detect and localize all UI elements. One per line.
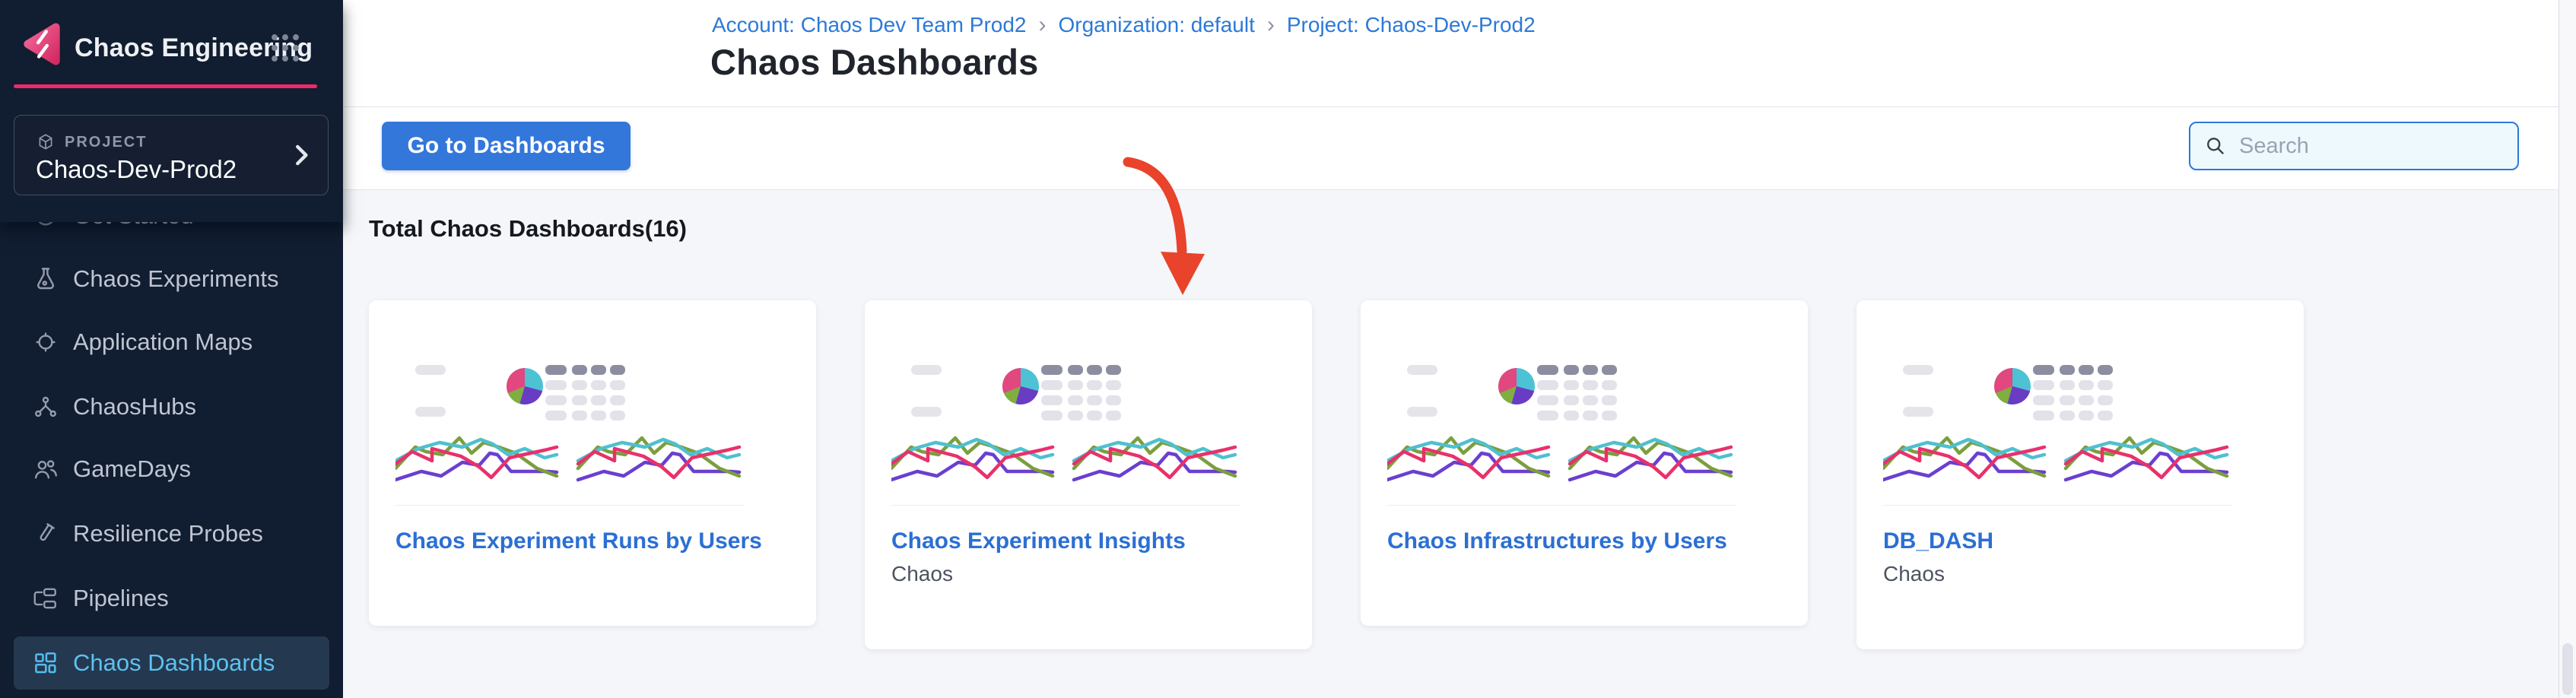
sidebar-item-label: Chaos Experiments <box>73 265 279 292</box>
dashboard-card-title[interactable]: Chaos Infrastructures by Users <box>1387 528 1727 554</box>
sidebar-item-label: ChaosHubs <box>73 393 196 420</box>
thumb-pill <box>1903 365 1933 375</box>
sidebar-nav: Get StartedChaos ExperimentsApplication … <box>0 0 343 698</box>
hub-icon <box>32 393 59 420</box>
sidebar-item-label: Application Maps <box>73 328 253 355</box>
breadcrumb-separator-icon: › <box>1266 12 1275 37</box>
scrollbar-thumb[interactable] <box>2562 643 2573 695</box>
search-input[interactable] <box>2239 133 2526 159</box>
sidebar-item-application-maps[interactable]: Application Maps <box>0 316 343 369</box>
users-icon <box>32 455 59 483</box>
dashboard-cards-row: Chaos Experiment Runs by Users <box>369 300 2304 649</box>
breadcrumb-link-0[interactable]: Account: Chaos Dev Team Prod2 <box>712 13 1027 36</box>
thumb-pill <box>1903 407 1933 417</box>
brand-accent-divider <box>14 84 317 88</box>
search-box[interactable] <box>2189 122 2526 170</box>
pie-chart-icon <box>507 368 543 405</box>
dashboard-thumbnail <box>891 346 1237 487</box>
cube-icon <box>39 134 52 150</box>
line-chart-icon <box>395 436 742 482</box>
dashboard-card-1[interactable]: Chaos Experiment Insights Chaos <box>865 300 1312 649</box>
go-to-dashboards-button[interactable]: Go to Dashboards <box>382 122 631 170</box>
page-header: Account: Chaos Dev Team Prod2 › Organizati… <box>343 0 2559 107</box>
dashboard-card-title[interactable]: Chaos Experiment Insights <box>891 528 1186 554</box>
card-divider <box>1387 505 1736 506</box>
pie-chart-icon <box>1498 368 1535 405</box>
line-chart-icon <box>891 436 1237 482</box>
pipeline-icon <box>32 585 59 612</box>
dashboard-card-3[interactable]: DB_DASH Chaos <box>1857 300 2304 649</box>
dashboard-thumbnail <box>395 346 742 487</box>
breadcrumb-link-2[interactable]: Project: Chaos-Dev-Prod2 <box>1286 13 1536 36</box>
thumb-pill <box>415 407 446 417</box>
thumb-pill <box>415 365 446 375</box>
page-title: Chaos Dashboards <box>710 42 1039 82</box>
card-divider <box>891 505 1240 506</box>
sidebar-item-resilience-probes[interactable]: Resilience Probes <box>0 507 343 560</box>
project-name: Chaos-Dev-Prod2 <box>36 155 237 183</box>
app-switcher-icon[interactable] <box>269 32 301 64</box>
dashboard-card-subtitle: Chaos <box>891 562 953 585</box>
dashboard-thumbnail <box>1387 346 1733 487</box>
sidebar-item-label: GameDays <box>73 455 192 482</box>
thumb-pill <box>1407 407 1437 417</box>
line-chart-icon <box>1387 436 1733 482</box>
breadcrumb: Account: Chaos Dev Team Prod2 › Organizati… <box>712 12 1536 38</box>
search-icon <box>2207 138 2224 154</box>
pie-chart-icon <box>1002 368 1039 405</box>
sidebar-item-gamedays[interactable]: GameDays <box>0 443 343 496</box>
sidebar-item-chaos-dashboards[interactable]: Chaos Dashboards <box>14 636 329 690</box>
sidebar: Get StartedChaos ExperimentsApplication … <box>0 0 343 698</box>
card-divider <box>1883 505 2231 506</box>
sidebar-item-label: Pipelines <box>73 585 169 611</box>
project-label: PROJECT <box>65 133 148 151</box>
harness-chaos-logo-icon <box>24 23 60 65</box>
sidebar-item-label: Chaos Dashboards <box>73 649 275 676</box>
breadcrumb-link-1[interactable]: Organization: default <box>1058 13 1255 36</box>
sidebar-item-chaoshubs[interactable]: ChaosHubs <box>0 380 343 433</box>
card-divider <box>395 505 744 506</box>
sidebar-item-label: Resilience Probes <box>73 520 263 547</box>
thumb-pill <box>911 365 942 375</box>
project-selector[interactable]: PROJECT Chaos-Dev-Prod2 <box>14 115 329 195</box>
vertical-scrollbar[interactable] <box>2559 0 2576 698</box>
chevron-right-icon <box>296 144 308 166</box>
pie-chart-icon <box>1994 368 2031 405</box>
sidebar-item-pipelines[interactable]: Pipelines <box>0 572 343 625</box>
sidebar-header: Chaos Engineering PROJECT <box>0 0 343 222</box>
dashboard-card-subtitle: Chaos <box>1883 562 1945 585</box>
flask-icon <box>32 265 59 293</box>
total-dashboards-heading: Total Chaos Dashboards(16) <box>369 215 688 242</box>
probe-icon <box>32 520 59 547</box>
sidebar-item-chaos-experiments[interactable]: Chaos Experiments <box>0 252 343 306</box>
dashboard-card-title[interactable]: DB_DASH <box>1883 528 1994 554</box>
target-icon <box>32 328 59 356</box>
dashboard-thumbnail <box>1883 346 2229 487</box>
dashboard-card-2[interactable]: Chaos Infrastructures by Users <box>1361 300 1808 626</box>
toolbar: Go to Dashboards <box>343 107 2559 190</box>
dashboard-card-0[interactable]: Chaos Experiment Runs by Users <box>369 300 816 626</box>
dashboard-card-title[interactable]: Chaos Experiment Runs by Users <box>395 528 762 554</box>
thumb-pill <box>911 407 942 417</box>
dashboard-icon <box>32 649 59 677</box>
thumb-pill <box>1407 365 1437 375</box>
line-chart-icon <box>1883 436 2229 482</box>
content-area: Total Chaos Dashboards(16) <box>343 190 2559 698</box>
breadcrumb-separator-icon: › <box>1038 12 1047 37</box>
